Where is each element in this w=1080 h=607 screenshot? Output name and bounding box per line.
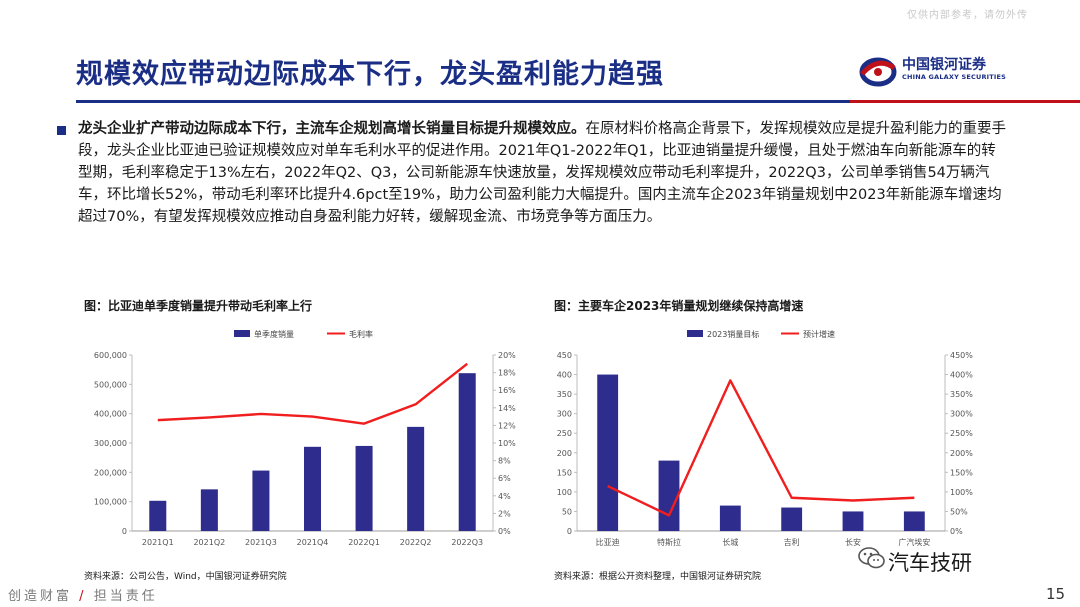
footer-slash: / [79,589,87,604]
body-text: 在原材料价格高企背景下，发挥规模效应是提升盈利能力的重要手段，龙头企业比亚迪已验… [78,121,1006,225]
bullet-square-icon [57,126,66,135]
chart2-bar [781,507,803,531]
chart1-legend-bar-label: 单季度销量 [254,329,294,339]
footer-slogan-a: 创造财富 [8,589,73,604]
chart2-legend-line-label: 预计增速 [803,329,835,339]
chart2-x-tick-label: 吉利 [784,537,800,547]
chart1-y-left-tick-label: 0 [122,527,127,536]
chart2-bar [903,511,925,531]
chart1-x-tick-label: 2022Q2 [400,538,432,547]
chart1-y-right-tick-label: 14% [498,404,516,413]
figure2-title: 图：主要车企2023年销量规划继续保持高增速 [554,299,804,313]
figure1-title: 图：比亚迪单季度销量提升带动毛利率上行 [84,299,313,313]
chart2-bar [658,460,680,531]
chart2-y-left-tick-label: 400 [557,371,572,380]
chart2-y-left-tick-label: 50 [562,507,572,516]
body-paragraph: 龙头企业扩产带动边际成本下行，主流车企规划高增长销量目标提升规模效应。在原材料价… [78,118,1008,228]
chart2-line-series [607,379,915,517]
chart2-legend-bar-swatch [687,330,703,337]
chart1-y-right-tick-label: 20% [498,351,516,360]
chart1-legend-line-label: 毛利率 [349,329,373,339]
footer-brand: 汽车技研 [888,551,972,575]
chart2-y-left-tick-label: 250 [557,429,572,438]
page-number: 15 [1046,585,1066,603]
chart1-y-right-tick-label: 0% [498,527,511,536]
chart2-y-right-tick-label: 0% [950,527,963,536]
chart2-x-tick-label: 长安 [845,537,861,547]
galaxy-logo-icon [859,57,897,87]
chart1-bar [458,373,476,531]
chart1-y-left-tick-label: 400,000 [94,410,127,419]
chart1-bar [200,489,218,531]
chart-byd-sales-margin: 单季度销量 毛利率 0 100,000 200,000 300,000 400,000 500… [94,329,516,547]
figure1-source: 资料来源：公司公告，Wind，中国银河证券研究院 [84,572,287,582]
chart1-y-right-tick-label: 18% [498,369,516,378]
chart1-y-left-tick-label: 600,000 [94,351,127,360]
chart1-x-tick-label: 2022Q3 [451,538,483,547]
chart2-y-right-tick-label: 50% [950,507,968,516]
chart2-bar [597,374,619,531]
chart2-y-left-tick-label: 100 [557,488,572,497]
chart1-bar [407,426,425,531]
company-logo: 中国银河证券 CHINA GALAXY SECURITIES [858,54,1018,90]
page-title: 规模效应带动边际成本下行，龙头盈利能力趋强 [76,59,664,90]
chart1-y-right-tick-label: 16% [498,386,516,395]
chart1-y-left-tick-label: 500,000 [94,380,127,389]
chart1-bar [355,445,373,531]
body-lead: 龙头企业扩产带动边际成本下行，主流车企规划高增长销量目标提升规模效应。 [78,121,586,137]
chart1-y-right-tick-label: 10% [498,439,516,448]
chart1-y-left-tick-label: 100,000 [94,498,127,507]
chart1-legend-bar-swatch [234,330,250,337]
chart1-y-right-tick-label: 8% [498,457,511,466]
wechat-icon [858,547,885,569]
chart1-y-right-tick-label: 6% [498,474,511,483]
figure2-source: 资料来源：根据公开资料整理，中国银河证券研究院 [554,572,762,582]
chart2-y-left-tick-label: 0 [567,527,572,536]
chart2-y-left-tick-label: 300 [557,410,572,419]
chart2-x-tick-label: 广汽埃安 [898,537,930,547]
chart2-y-right-tick-label: 150% [950,468,973,477]
chart1-x-tick-label: 2022Q1 [348,538,380,547]
chart2-y-left-tick-label: 150 [557,468,572,477]
chart1-bar [149,500,167,531]
chart2-y-left-tick-label: 350 [557,390,572,399]
header-rule-blue [76,100,850,103]
chart1-y-left-tick-label: 300,000 [94,439,127,448]
chart1-y-right-tick-label: 2% [498,509,511,518]
chart2-y-right-tick-label: 250% [950,429,973,438]
chart1-bar [252,470,270,531]
chart2-y-right-tick-label: 350% [950,390,973,399]
logo-name-en: CHINA GALAXY SECURITIES [902,73,1007,81]
chart1-x-tick-label: 2021Q4 [297,538,329,547]
chart2-y-right-tick-label: 450% [950,351,973,360]
watermark: 仅供内部参考，请勿外传 [907,10,1028,21]
chart2-x-tick-label: 特斯拉 [657,537,681,547]
chart2-y-right-tick-label: 400% [950,371,973,380]
chart2-y-right-tick-label: 100% [950,488,973,497]
chart2-y-right-tick-label: 300% [950,410,973,419]
chart-automaker-targets: 2023销量目标 预计增速 0 50 100 150 200 250 300 350 400 450 0… [557,329,974,547]
chart1-y-left-tick-label: 200,000 [94,468,127,477]
chart2-x-tick-label: 长城 [722,537,738,547]
footer-slogan: 创造财富 / 担当责任 [8,585,158,604]
chart1-x-tick-label: 2021Q3 [245,538,277,547]
chart2-y-left-tick-label: 200 [557,449,572,458]
logo-name-cn: 中国银河证券 [902,57,986,73]
chart1-bar [303,446,322,531]
chart2-y-right-tick-label: 200% [950,449,973,458]
chart1-x-tick-label: 2021Q2 [193,538,225,547]
chart2-legend-bar-label: 2023销量目标 [707,329,759,339]
chart1-x-tick-label: 2021Q1 [142,538,174,547]
chart1-y-right-tick-label: 12% [498,421,516,430]
footer-slogan-b: 担当责任 [93,589,158,604]
header-rule-red [850,100,1080,103]
chart1-y-right-tick-label: 4% [498,492,511,501]
chart2-bar [842,511,864,531]
chart1-line-series [157,362,468,425]
chart2-bar [719,505,741,531]
chart2-x-tick-label: 比亚迪 [596,537,620,547]
chart2-y-left-tick-label: 450 [557,351,572,360]
